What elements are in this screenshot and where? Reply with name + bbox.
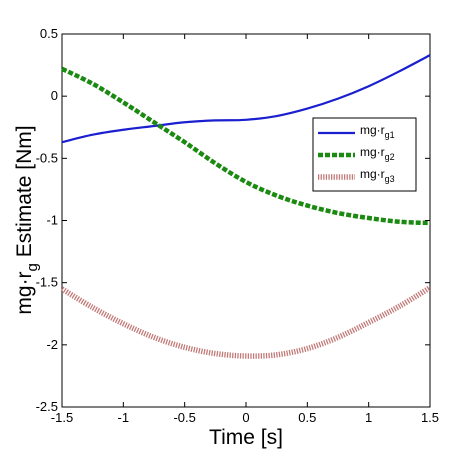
x-axis-title: Time [s] xyxy=(209,426,283,449)
y-axis-title-rest: Estimate [Nm] xyxy=(13,125,36,263)
y-tick-label: -1 xyxy=(46,213,58,228)
legend-label-g2-main: mg·r xyxy=(360,145,385,159)
x-tick-label: -1 xyxy=(118,410,130,425)
legend-label-g3-main: mg·r xyxy=(360,167,385,181)
y-tick-label: -2 xyxy=(46,337,58,352)
ticks-layer: -1.5 -1 -0.5 0 0.5 1 1.5 0.5 0 -0.5 -1 -1.5 -2 -2.5 xyxy=(36,26,439,425)
y-tick-label: 0 xyxy=(51,88,58,103)
y-tick-label: -1.5 xyxy=(36,275,58,290)
x-tick-label: 0 xyxy=(242,410,249,425)
legend-label-g3-sub: g3 xyxy=(385,174,395,184)
x-tick-label: -1.5 xyxy=(51,410,73,425)
legend-label-g1-sub: g1 xyxy=(385,130,395,140)
y-tick-label: 0.5 xyxy=(40,26,58,41)
x-tick-label: -0.5 xyxy=(173,410,195,425)
y-tick-label: -0.5 xyxy=(36,150,58,165)
y-axis-title-sub: g xyxy=(24,263,41,271)
legend-label-g1: mg·rg1 xyxy=(360,123,395,140)
plot-area: -1.5 -1 -0.5 0 0.5 1 1.5 0.5 0 -0.5 -1 -1.5 -2 -2.5 xyxy=(36,26,439,425)
legend-label-g3: mg·rg3 xyxy=(360,167,395,184)
legend-label-g1-main: mg·r xyxy=(360,123,385,137)
legend-box xyxy=(312,117,417,192)
series-line-g2 xyxy=(61,66,431,226)
x-tick-label: 0.5 xyxy=(298,410,316,425)
x-tick-label: 1 xyxy=(365,410,372,425)
y-axis-title-main: mg·r xyxy=(13,271,36,314)
legend-label-g2-sub: g2 xyxy=(385,152,395,162)
series-line-g3 xyxy=(60,285,432,359)
y-tick-label: -2.5 xyxy=(36,399,58,414)
y-axis-title: mg·rg Estimate [Nm] xyxy=(13,125,41,314)
legend-label-g2: mg·rg2 xyxy=(360,145,395,162)
series-layer xyxy=(60,54,432,359)
legend: mg·rg1 mg·rg2 mg·rg3 xyxy=(312,117,417,192)
series-line-g1 xyxy=(61,54,431,144)
x-tick-label: 1.5 xyxy=(421,410,439,425)
